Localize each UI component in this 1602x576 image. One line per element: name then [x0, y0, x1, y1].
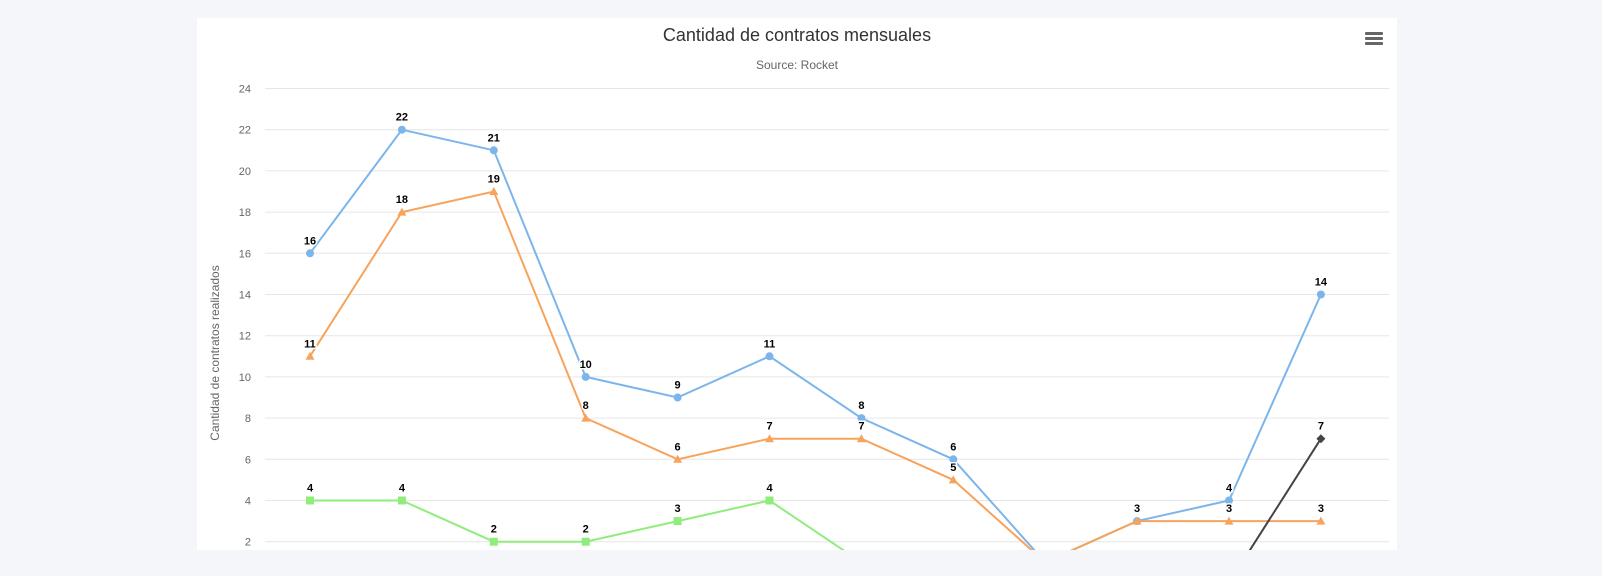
data-point-marker [397, 125, 406, 134]
y-tick-label: 22 [239, 125, 251, 137]
data-point-marker [1225, 496, 1233, 505]
data-label: 3 [675, 503, 681, 515]
y-tick-label: 14 [239, 290, 251, 302]
data-label: 4 [766, 483, 773, 495]
menu-bar-line [1365, 32, 1383, 35]
y-tick-label: 8 [245, 413, 251, 425]
data-point-marker [673, 393, 682, 402]
data-label: 3 [1134, 503, 1140, 515]
series-line [309, 190, 1321, 550]
y-tick-label: 6 [245, 454, 251, 466]
data-label: 11 [764, 338, 776, 350]
data-label: 14 [1315, 277, 1328, 289]
data-point-marker [489, 146, 498, 155]
data-label: 7 [766, 421, 772, 433]
data-point-marker [1316, 516, 1326, 525]
data-label: 7 [858, 421, 864, 433]
series-line [1248, 438, 1322, 550]
series-line [309, 128, 1322, 550]
y-tick-label: 2 [245, 537, 251, 549]
data-point-marker [948, 475, 958, 484]
chart-subtitle: Source: Rocket [756, 58, 839, 72]
data-point-marker [397, 496, 406, 505]
data-point-marker [765, 352, 774, 361]
data-label: 11 [304, 338, 316, 350]
data-label: 3 [1134, 503, 1140, 515]
y-axis-title: Cantidad de contratos realizados [208, 265, 222, 440]
data-label: 8 [583, 400, 589, 412]
data-label: 6 [950, 441, 956, 453]
data-point-marker [306, 249, 314, 258]
data-point-marker [489, 537, 498, 546]
data-label: 2 [491, 524, 497, 536]
menu-bar-line [1365, 37, 1383, 40]
data-label: 3 [1226, 503, 1232, 515]
data-point-marker [673, 454, 683, 463]
data-label: 3 [1318, 503, 1324, 515]
y-tick-label: 10 [239, 372, 251, 384]
data-point-marker [581, 372, 590, 381]
data-label: 4 [1226, 483, 1233, 495]
line-chart: Cantidad de contratos mensuales Source: … [208, 25, 1389, 550]
hamburger-menu-icon[interactable] [1363, 30, 1385, 50]
data-label: 19 [488, 174, 500, 186]
data-point-marker [306, 496, 314, 505]
data-label: 9 [675, 380, 681, 392]
data-point-marker [1132, 516, 1142, 525]
data-label: 16 [304, 235, 316, 247]
data-point-marker [397, 207, 407, 216]
data-point-marker [581, 537, 590, 546]
data-point-marker [673, 517, 682, 526]
data-point-marker [856, 434, 866, 443]
data-label: 4 [307, 483, 314, 495]
chart-title: Cantidad de contratos mensuales [663, 25, 931, 45]
y-tick-label: 18 [239, 207, 251, 219]
data-label: 10 [580, 359, 592, 371]
data-label: 2 [583, 524, 589, 536]
y-tick-label: 12 [239, 331, 251, 343]
data-point-marker [305, 351, 315, 360]
data-point-marker [949, 455, 958, 464]
data-label: 4 [399, 483, 406, 495]
data-label: 7 [1318, 421, 1324, 433]
y-tick-label: 16 [239, 248, 251, 260]
data-point-marker [765, 434, 774, 443]
data-point-marker [489, 187, 499, 195]
data-point-marker [765, 496, 774, 505]
data-point-marker [1316, 434, 1326, 444]
data-label: 6 [675, 441, 681, 453]
y-tick-label: 20 [239, 166, 251, 178]
y-tick-label: 4 [245, 496, 251, 508]
data-point-marker [581, 413, 591, 422]
data-point-marker [857, 414, 866, 423]
data-label: 18 [396, 194, 408, 206]
series-layer [305, 125, 1326, 550]
chart-card: Cantidad de contratos mensuales Source: … [197, 18, 1397, 550]
data-label: 22 [396, 112, 408, 124]
data-label: 5 [950, 462, 956, 474]
data-label: 8 [858, 400, 864, 412]
y-tick-label: 24 [239, 84, 251, 96]
menu-bar-line [1365, 42, 1383, 45]
data-point-marker [1224, 516, 1234, 525]
data-label: 21 [488, 132, 500, 144]
series-line [310, 499, 845, 550]
data-point-marker [1316, 290, 1325, 299]
